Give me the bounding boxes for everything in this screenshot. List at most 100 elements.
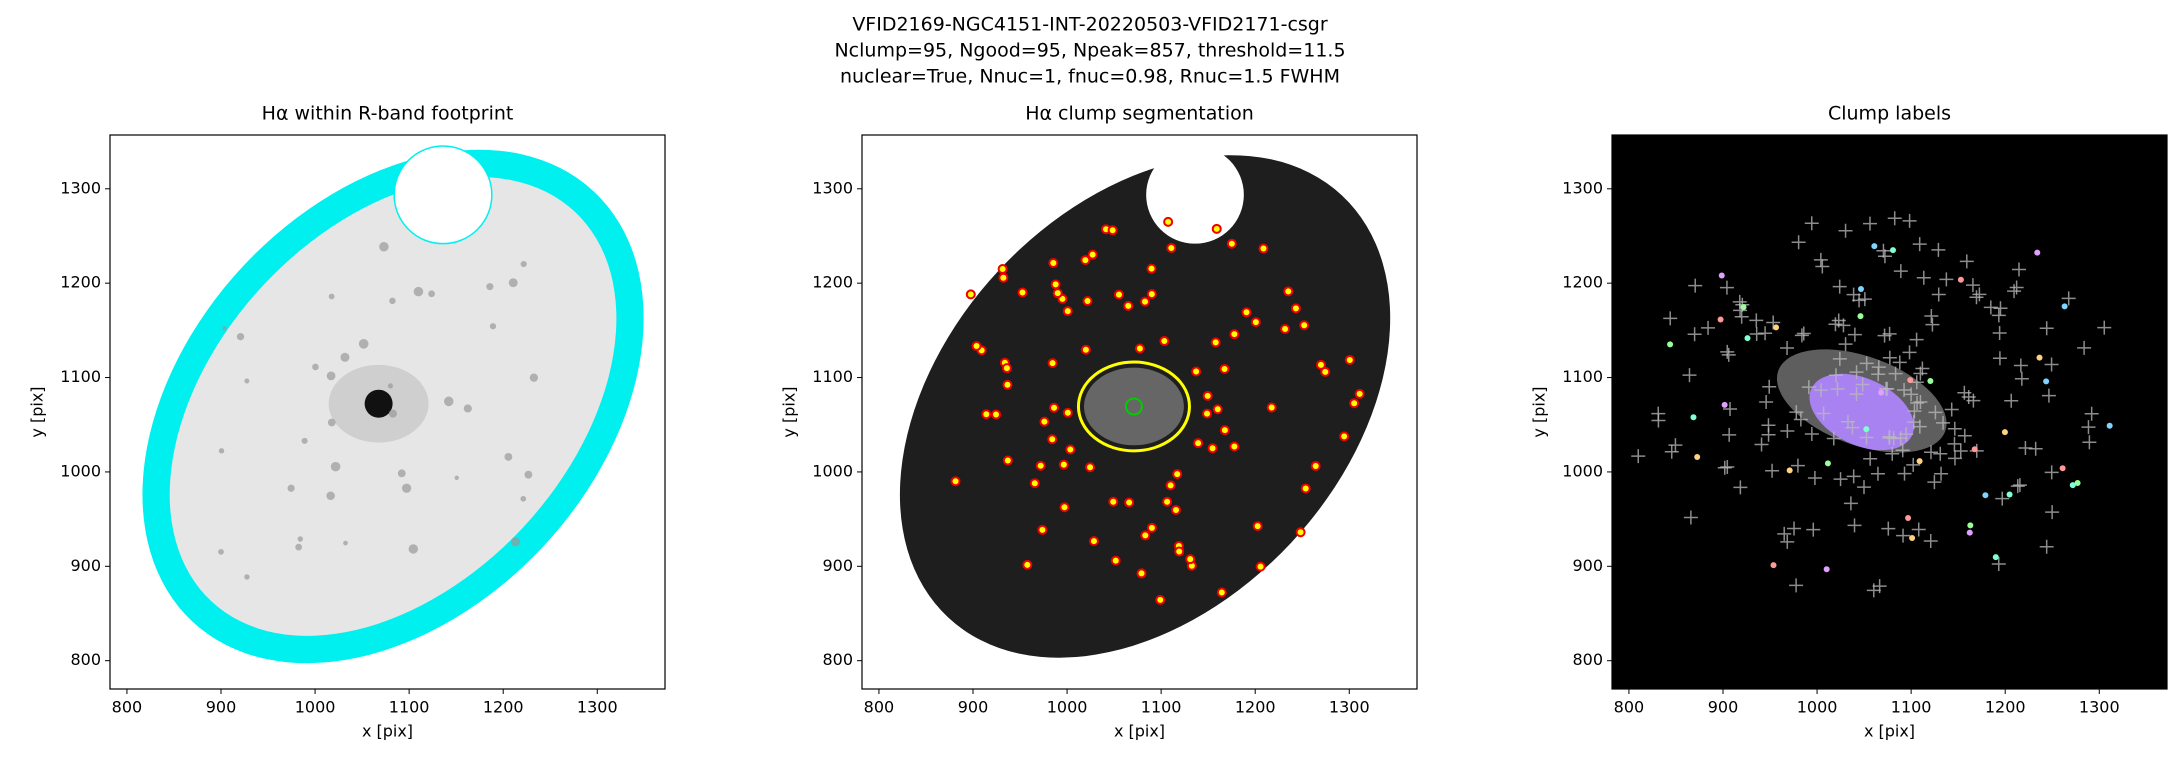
peak-marker: [1831, 313, 1846, 328]
peak-marker: [1749, 326, 1764, 341]
clump-label: [1863, 426, 1870, 433]
clump: [1052, 288, 1063, 299]
peak-marker: [1826, 431, 1841, 446]
clump: [1047, 358, 1058, 369]
clump: [1039, 416, 1050, 427]
peak-marker: [1992, 351, 2007, 366]
clump: [1037, 524, 1048, 535]
peak-marker: [1857, 292, 1872, 307]
peak-marker: [1828, 368, 1843, 383]
clump: [965, 289, 976, 300]
clump: [1300, 483, 1311, 494]
clump-label: [1907, 377, 1914, 384]
clump: [1001, 363, 1012, 374]
y-axis-label: y [pix]: [1530, 386, 1549, 437]
peak-marker: [1972, 287, 1987, 302]
peak-marker: [1870, 466, 1885, 481]
y-tick-label: 1200: [60, 273, 101, 292]
clump-label: [2043, 378, 2050, 385]
peak-marker: [1719, 280, 1734, 295]
clump: [1229, 329, 1240, 340]
peak-marker: [1897, 466, 1912, 481]
peak-marker: [1791, 235, 1806, 250]
peak-marker: [2012, 478, 2027, 493]
nuclear-contour: [1076, 360, 1191, 453]
peak-marker: [1936, 415, 1951, 430]
clump-label: [2059, 465, 2066, 472]
clump: [1146, 263, 1157, 274]
peak-marker: [2061, 291, 2076, 306]
peak-marker: [1895, 443, 1910, 458]
clump: [1349, 398, 1360, 409]
hii-region: [508, 278, 518, 288]
hii-region: [510, 537, 521, 547]
clump: [1050, 279, 1061, 290]
x-tick-label: 1000: [295, 698, 336, 717]
clump: [1229, 441, 1240, 452]
hii-region: [330, 461, 341, 472]
peak-marker: [1991, 308, 2006, 323]
peak-marker: [2097, 320, 2112, 335]
peak-marker: [1882, 350, 1897, 365]
peak-marker: [1849, 365, 1864, 380]
nucleus: [364, 389, 393, 418]
hii-region: [489, 323, 497, 330]
peak-marker: [1965, 278, 1980, 293]
peak-marker: [1983, 300, 1998, 315]
peak-marker: [1780, 534, 1795, 549]
hii-region: [389, 297, 396, 305]
peak-marker: [1758, 326, 1773, 341]
peak-marker: [1916, 270, 1931, 285]
clump-label: [1982, 492, 1989, 499]
clump: [1172, 469, 1183, 480]
peak-marker: [1857, 480, 1872, 495]
hii-region: [454, 475, 459, 480]
clump: [1255, 561, 1266, 572]
image-panel: [1612, 135, 2167, 689]
x-tick-label: 900: [958, 698, 989, 717]
peak-marker: [1759, 395, 1774, 410]
peak-marker: [1862, 216, 1877, 231]
x-tick-label: 800: [864, 698, 895, 717]
clump: [1219, 425, 1230, 436]
clump-label: [2036, 354, 2043, 361]
peak-marker: [1846, 469, 1861, 484]
clump-label: [2006, 491, 2013, 498]
clump: [971, 340, 982, 351]
peak-marker: [2077, 340, 2092, 355]
peak-marker: [1944, 402, 1959, 417]
clump-label: [1718, 272, 1725, 279]
clump: [1162, 496, 1173, 507]
clump: [1080, 344, 1091, 355]
x-tick-label: 1100: [389, 698, 430, 717]
peak-marker: [1947, 421, 1962, 436]
y-tick-label: 1200: [812, 273, 853, 292]
peak-marker: [1863, 451, 1878, 466]
peak-marker: [1927, 475, 1942, 490]
hii-region: [312, 363, 319, 371]
peak-marker: [1947, 436, 1962, 451]
peak-marker: [1855, 377, 1870, 392]
x-axis-label: x [pix]: [1864, 722, 1915, 741]
peak-marker: [1832, 351, 1847, 366]
axes-frame: [109, 134, 666, 690]
x-axis-label: x [pix]: [362, 722, 413, 741]
clump: [1002, 379, 1013, 390]
peak-marker: [1957, 428, 1972, 443]
hii-region: [504, 453, 513, 461]
clump: [1165, 480, 1176, 491]
clump: [1310, 461, 1321, 472]
peak-marker: [1907, 404, 1922, 419]
peak-marker: [1910, 395, 1925, 410]
clump-label: [1690, 414, 1697, 421]
peak-marker: [1897, 383, 1912, 398]
clump: [1290, 303, 1301, 314]
y-tick-label: 1100: [812, 367, 853, 386]
x-tick-label: 1300: [1329, 698, 1370, 717]
clump-label: [1957, 276, 1964, 283]
peak-marker: [2018, 440, 2033, 455]
clump: [1299, 320, 1310, 331]
peak-marker: [1789, 405, 1804, 420]
peak-marker: [1892, 355, 1907, 370]
clump: [1210, 337, 1221, 348]
